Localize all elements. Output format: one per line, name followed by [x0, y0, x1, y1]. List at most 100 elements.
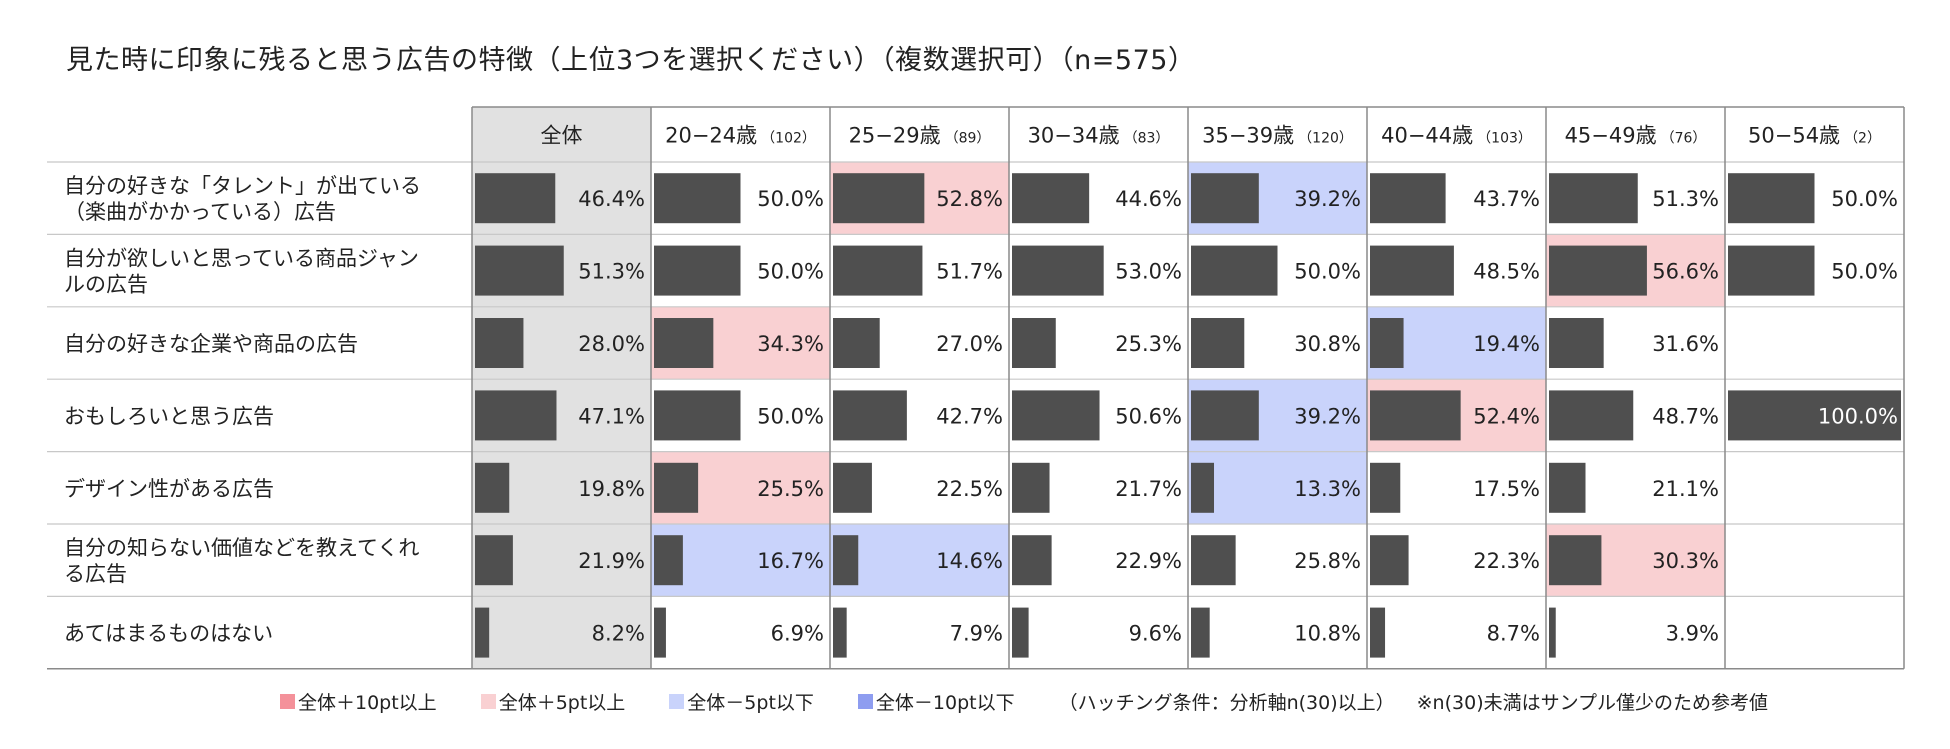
legend-item-minus10: 全体－10pt以下: [857, 688, 1015, 715]
bar-r5-c5: [1370, 535, 1409, 586]
row-label-0: 自分の好きな「タレント」が出ている（楽曲がかかっている）広告: [64, 174, 421, 224]
value-label-r1-c0: 51.3%: [578, 260, 645, 284]
row-label-6: あてはまるものはない: [64, 622, 273, 646]
highlight-cell-r5-c2: [830, 524, 1009, 597]
value-label-r6-c3: 9.6%: [1129, 622, 1182, 646]
value-label-r3-c7: 100.0%: [1818, 404, 1898, 428]
bar-r2-c6: [1549, 318, 1604, 368]
value-label-r5-c0: 21.9%: [578, 549, 645, 573]
bar-r3-c3: [1012, 390, 1100, 441]
value-label-r2-c6: 31.6%: [1652, 332, 1719, 356]
bar-r6-c1: [654, 607, 666, 658]
bar-r2-c2: [833, 318, 880, 368]
bar-r6-c6: [1549, 607, 1556, 658]
value-label-r2-c1: 34.3%: [757, 332, 824, 356]
row-label-3: おもしろいと思う広告: [64, 404, 274, 428]
bar-r0-c2: [833, 173, 925, 224]
bar-r3-c4: [1191, 390, 1259, 441]
bar-r3-c0: [475, 390, 557, 441]
value-label-r0-c6: 51.3%: [1652, 187, 1719, 211]
bar-r1-c4: [1191, 245, 1278, 296]
value-label-r3-c5: 52.4%: [1473, 404, 1540, 428]
row-label-5: 自分の知らない価値などを教えてくれる広告: [64, 536, 419, 586]
bar-r1-c7: [1728, 245, 1815, 296]
value-label-r1-c5: 48.5%: [1473, 260, 1540, 284]
bar-r5-c4: [1191, 535, 1236, 586]
value-label-r6-c6: 3.9%: [1666, 622, 1719, 646]
column-header-0: 全体: [541, 124, 583, 148]
bar-r0-c7: [1728, 173, 1815, 224]
column-header-1: 20−24歳 （102）: [665, 124, 816, 148]
bar-r3-c5: [1370, 390, 1461, 441]
bar-r3-c2: [833, 390, 907, 441]
bar-r6-c3: [1012, 607, 1029, 658]
bar-r2-c0: [475, 318, 524, 368]
value-label-r0-c2: 52.8%: [936, 187, 1003, 211]
value-label-r5-c5: 22.3%: [1473, 549, 1540, 573]
row-label-1: 自分が欲しいと思っている商品ジャンルの広告: [64, 247, 419, 297]
value-label-r2-c2: 27.0%: [936, 332, 1003, 356]
value-label-r6-c1: 6.9%: [771, 622, 824, 646]
legend-label-plus10: 全体＋10pt以上: [298, 691, 437, 714]
column-header-5: 40−44歳 （103）: [1381, 124, 1532, 148]
bar-r3-c1: [654, 390, 741, 441]
highlight-cell-r4-c4: [1188, 451, 1367, 524]
value-label-r2-c3: 25.3%: [1115, 332, 1182, 356]
bar-r5-c6: [1549, 535, 1602, 586]
legend-label-plus5: 全体＋5pt以上: [498, 691, 626, 714]
bar-r4-c3: [1012, 462, 1050, 513]
value-label-r1-c7: 50.0%: [1831, 260, 1898, 284]
bar-r1-c6: [1549, 245, 1647, 296]
bar-r5-c0: [475, 535, 513, 586]
value-label-r3-c3: 50.6%: [1115, 404, 1182, 428]
bar-r0-c5: [1370, 173, 1446, 224]
value-label-r5-c3: 22.9%: [1115, 549, 1182, 573]
bar-r1-c1: [654, 245, 741, 296]
value-label-r4-c1: 25.5%: [757, 477, 824, 501]
legend-item-plus10: 全体＋10pt以上: [280, 688, 437, 715]
value-label-r5-c6: 30.3%: [1652, 549, 1719, 573]
value-label-r3-c4: 39.2%: [1294, 404, 1361, 428]
value-label-r4-c6: 21.1%: [1652, 477, 1719, 501]
legend-item-plus5: 全体＋5pt以上: [480, 688, 626, 715]
bar-r5-c1: [654, 535, 683, 586]
legend: 全体＋10pt以上 全体＋5pt以上 全体－5pt以下 全体－10pt以下 （ハ…: [280, 686, 1790, 716]
value-label-r2-c0: 28.0%: [578, 332, 645, 356]
value-label-r1-c6: 56.6%: [1652, 260, 1719, 284]
bar-r4-c2: [833, 462, 872, 513]
value-label-r4-c0: 19.8%: [578, 477, 645, 501]
chart-title: 見た時に印象に残ると思う広告の特徴（上位3つを選択ください）（複数選択可）（n=…: [66, 45, 1196, 76]
bar-r6-c2: [833, 607, 847, 658]
value-label-r4-c3: 21.7%: [1115, 477, 1182, 501]
value-label-r0-c7: 50.0%: [1831, 187, 1898, 211]
bar-r0-c4: [1191, 173, 1259, 224]
legend-item-minus5: 全体－5pt以下: [669, 688, 814, 715]
bar-r1-c5: [1370, 245, 1454, 296]
row-label-4: デザイン性がある広告: [64, 477, 274, 501]
bar-r1-c3: [1012, 245, 1104, 296]
bar-r0-c1: [654, 173, 741, 224]
value-label-r6-c0: 8.2%: [592, 622, 645, 646]
column-header-4: 35−39歳 （120）: [1202, 124, 1353, 148]
bar-r3-c7: [1728, 390, 1901, 441]
bar-r2-c5: [1370, 318, 1404, 368]
hatching-condition: （ハッチング条件：分析軸n(30)以上）: [1058, 691, 1395, 714]
legend-label-minus10: 全体－10pt以下: [875, 691, 1015, 714]
legend-label-minus5: 全体－5pt以下: [687, 691, 814, 714]
bar-r0-c0: [475, 173, 556, 224]
value-label-r3-c2: 42.7%: [936, 404, 1003, 428]
bar-r4-c6: [1549, 462, 1586, 513]
bar-r5-c2: [833, 535, 859, 586]
value-label-r5-c4: 25.8%: [1294, 549, 1361, 573]
legend-swatch-minus10: [857, 693, 873, 709]
value-label-r4-c5: 17.5%: [1473, 477, 1540, 501]
column-header-6: 45−49歳 （76）: [1565, 124, 1707, 148]
legend-swatch-plus10: [280, 693, 295, 709]
bar-r2-c3: [1012, 318, 1056, 368]
bar-r6-c4: [1191, 607, 1210, 658]
value-label-r3-c6: 48.7%: [1652, 404, 1719, 428]
bar-r2-c1: [654, 318, 714, 368]
value-label-r0-c5: 43.7%: [1473, 187, 1540, 211]
value-label-r2-c4: 30.8%: [1294, 332, 1361, 356]
value-label-r6-c5: 8.7%: [1487, 622, 1540, 646]
